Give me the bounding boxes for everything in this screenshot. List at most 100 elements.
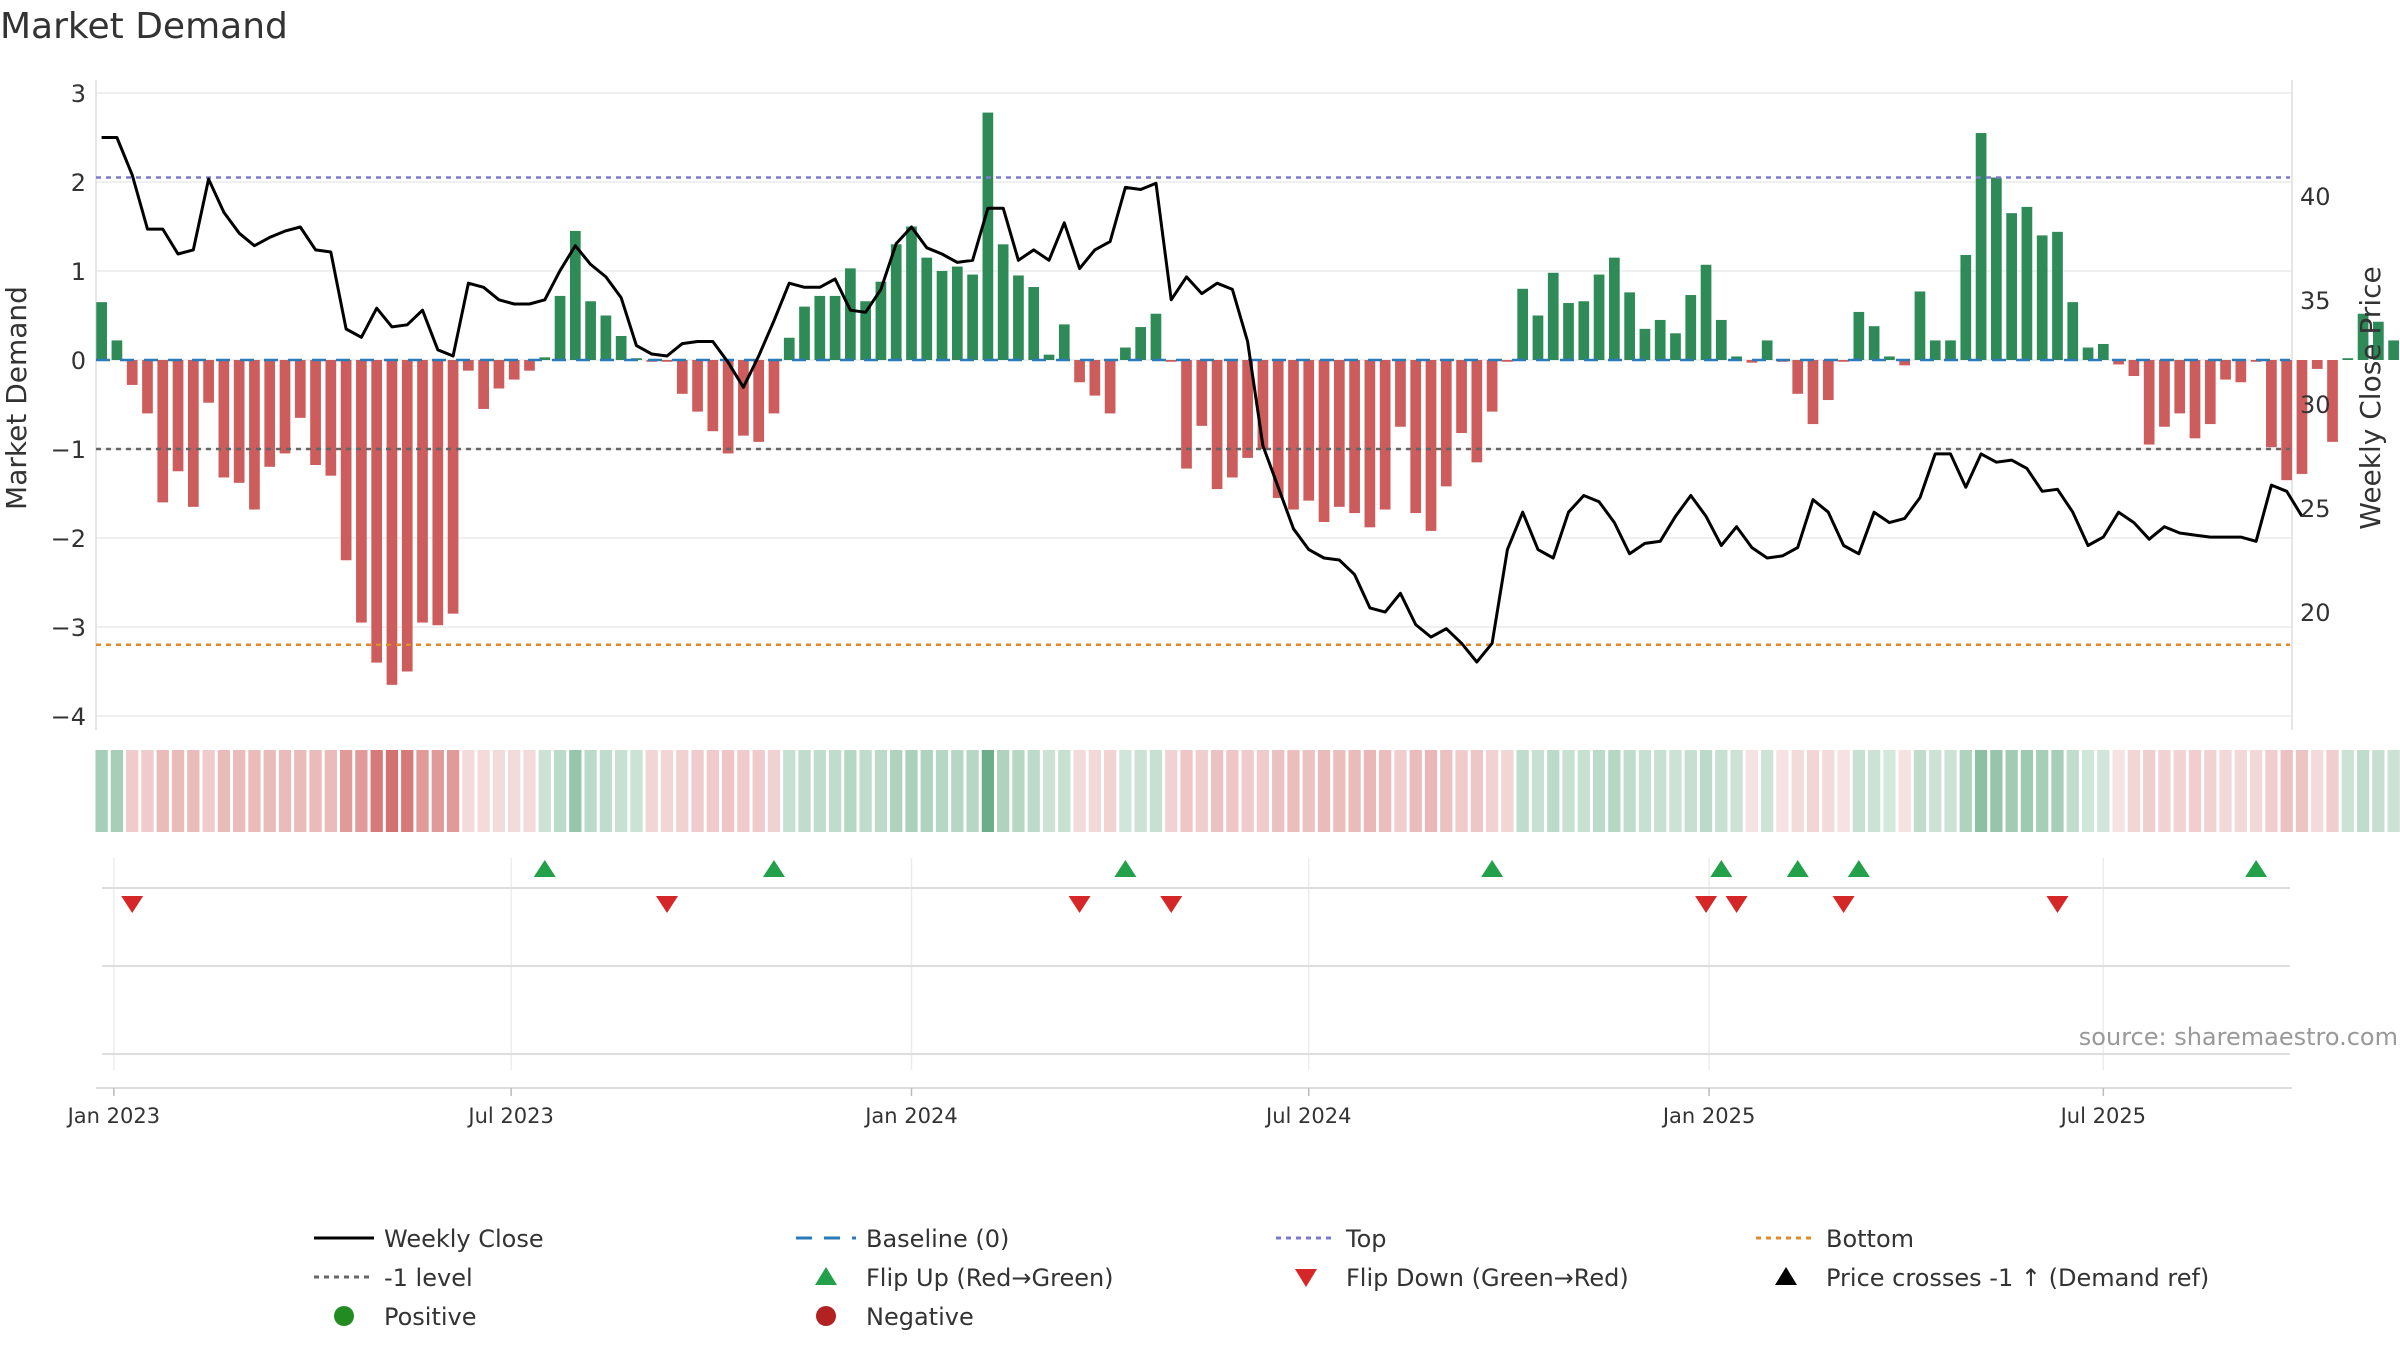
demand-bar [768, 360, 780, 414]
legend-entry: Weekly Close [314, 1225, 544, 1253]
strip-cell [584, 750, 597, 832]
flip-markers [121, 860, 2268, 913]
legend-entry: Flip Down (Green→Red) [1295, 1264, 1629, 1292]
demand-bar [417, 360, 428, 623]
strip-cell [2249, 750, 2263, 832]
demand-bar [2373, 321, 2384, 360]
demand-bar [249, 360, 260, 510]
demand-bar [1303, 360, 1315, 501]
strip-cell [446, 750, 460, 832]
strip-cell [2127, 750, 2141, 832]
demand-bar [386, 360, 398, 685]
strip-cell [737, 750, 750, 832]
strip-cell [630, 750, 643, 832]
strip-cell [1272, 750, 1285, 832]
legend-entry: Positive [334, 1303, 477, 1331]
flip-down-marker [656, 896, 678, 913]
demand-bar [1838, 360, 1849, 362]
demand-bar [1135, 327, 1147, 360]
y-tick-label: 0 [71, 347, 86, 375]
strip-cell [935, 750, 949, 832]
demand-bar [1074, 360, 1085, 383]
strip-cell [1913, 750, 1927, 832]
strip-cell [1241, 750, 1254, 832]
demand-bar [1746, 360, 1758, 363]
strip-cell [1195, 750, 1208, 832]
demand-bar [860, 301, 871, 360]
strip-cell [492, 750, 506, 832]
strip-cell [553, 750, 567, 832]
strip-cell [1149, 750, 1163, 832]
demand-bar [1120, 347, 1131, 360]
demand-bar [432, 360, 444, 626]
strip-cell [187, 750, 200, 832]
demand-bar [1593, 274, 1605, 360]
demand-bar [1502, 360, 1513, 362]
demand-bar [1058, 324, 1070, 360]
strip-cell [2295, 750, 2309, 832]
demand-bar [1670, 333, 1681, 360]
y-tick-label: 1 [71, 258, 86, 286]
demand-bar [1807, 360, 1819, 425]
flip-up-marker [1114, 860, 1137, 877]
demand-bar [157, 360, 169, 503]
strip-cell [416, 750, 429, 832]
strip-cell [2112, 750, 2125, 832]
strip-cell [783, 750, 796, 832]
strip-cell [1424, 750, 1438, 832]
strip-cell [1761, 750, 1774, 832]
strip-cell [645, 750, 658, 832]
demand-bar [1609, 257, 1620, 360]
legend-label: Top [1345, 1225, 1387, 1253]
strip-cell [844, 750, 857, 832]
strip-cell [721, 750, 735, 832]
legend-swatch [815, 1267, 837, 1285]
demand-bar [1181, 360, 1192, 469]
demand-bar [951, 266, 963, 360]
demand-bar [2067, 302, 2079, 360]
strip-cell [1363, 750, 1377, 832]
y2-tick-label: 25 [2300, 495, 2331, 523]
strip-cell [1394, 750, 1407, 832]
demand-bar [2204, 360, 2216, 425]
gridlines [95, 80, 2293, 1089]
strip-cell [2005, 750, 2018, 832]
strip-cell [126, 750, 139, 832]
demand-bar [1150, 313, 1162, 360]
strip-cell [1317, 750, 1331, 832]
demand-bar [2097, 343, 2109, 360]
demand-bar [676, 360, 688, 394]
strip-cell [966, 750, 979, 832]
demand-bar [1043, 354, 1055, 360]
legend-label: Weekly Close [384, 1225, 544, 1253]
strip-cell [1531, 750, 1545, 832]
demand-bar [1318, 360, 1330, 522]
strip-cell [1042, 750, 1056, 832]
demand-bar [783, 337, 795, 360]
strip-cell [1669, 750, 1682, 832]
strip-cell [1745, 750, 1759, 832]
flip-up-marker [762, 860, 785, 877]
strip-cell [2158, 750, 2171, 832]
strip-cell [2219, 750, 2232, 832]
strip-cell [1974, 750, 1988, 832]
strip-cell [1058, 750, 1071, 832]
legend-swatch [1775, 1267, 1797, 1285]
demand-bar [279, 360, 291, 454]
demand-bar [2128, 360, 2140, 377]
y2-tick-label: 30 [2300, 391, 2331, 419]
chart-title: Market Demand [0, 6, 288, 47]
flip-down-marker [1725, 896, 1748, 913]
strip-cell [355, 750, 368, 832]
demand-bar [2006, 213, 2017, 360]
strip-cell [2372, 750, 2385, 832]
strip-cell [248, 750, 261, 832]
demand-bar [1089, 360, 1101, 396]
demand-bar [1364, 360, 1376, 528]
demand-bar [1395, 360, 1406, 427]
strip-cell [951, 750, 964, 832]
y-tick-label: −3 [51, 614, 86, 642]
strip-cell [798, 750, 811, 832]
demand-bar [1731, 356, 1742, 360]
legend-label: Baseline (0) [866, 1225, 1009, 1253]
